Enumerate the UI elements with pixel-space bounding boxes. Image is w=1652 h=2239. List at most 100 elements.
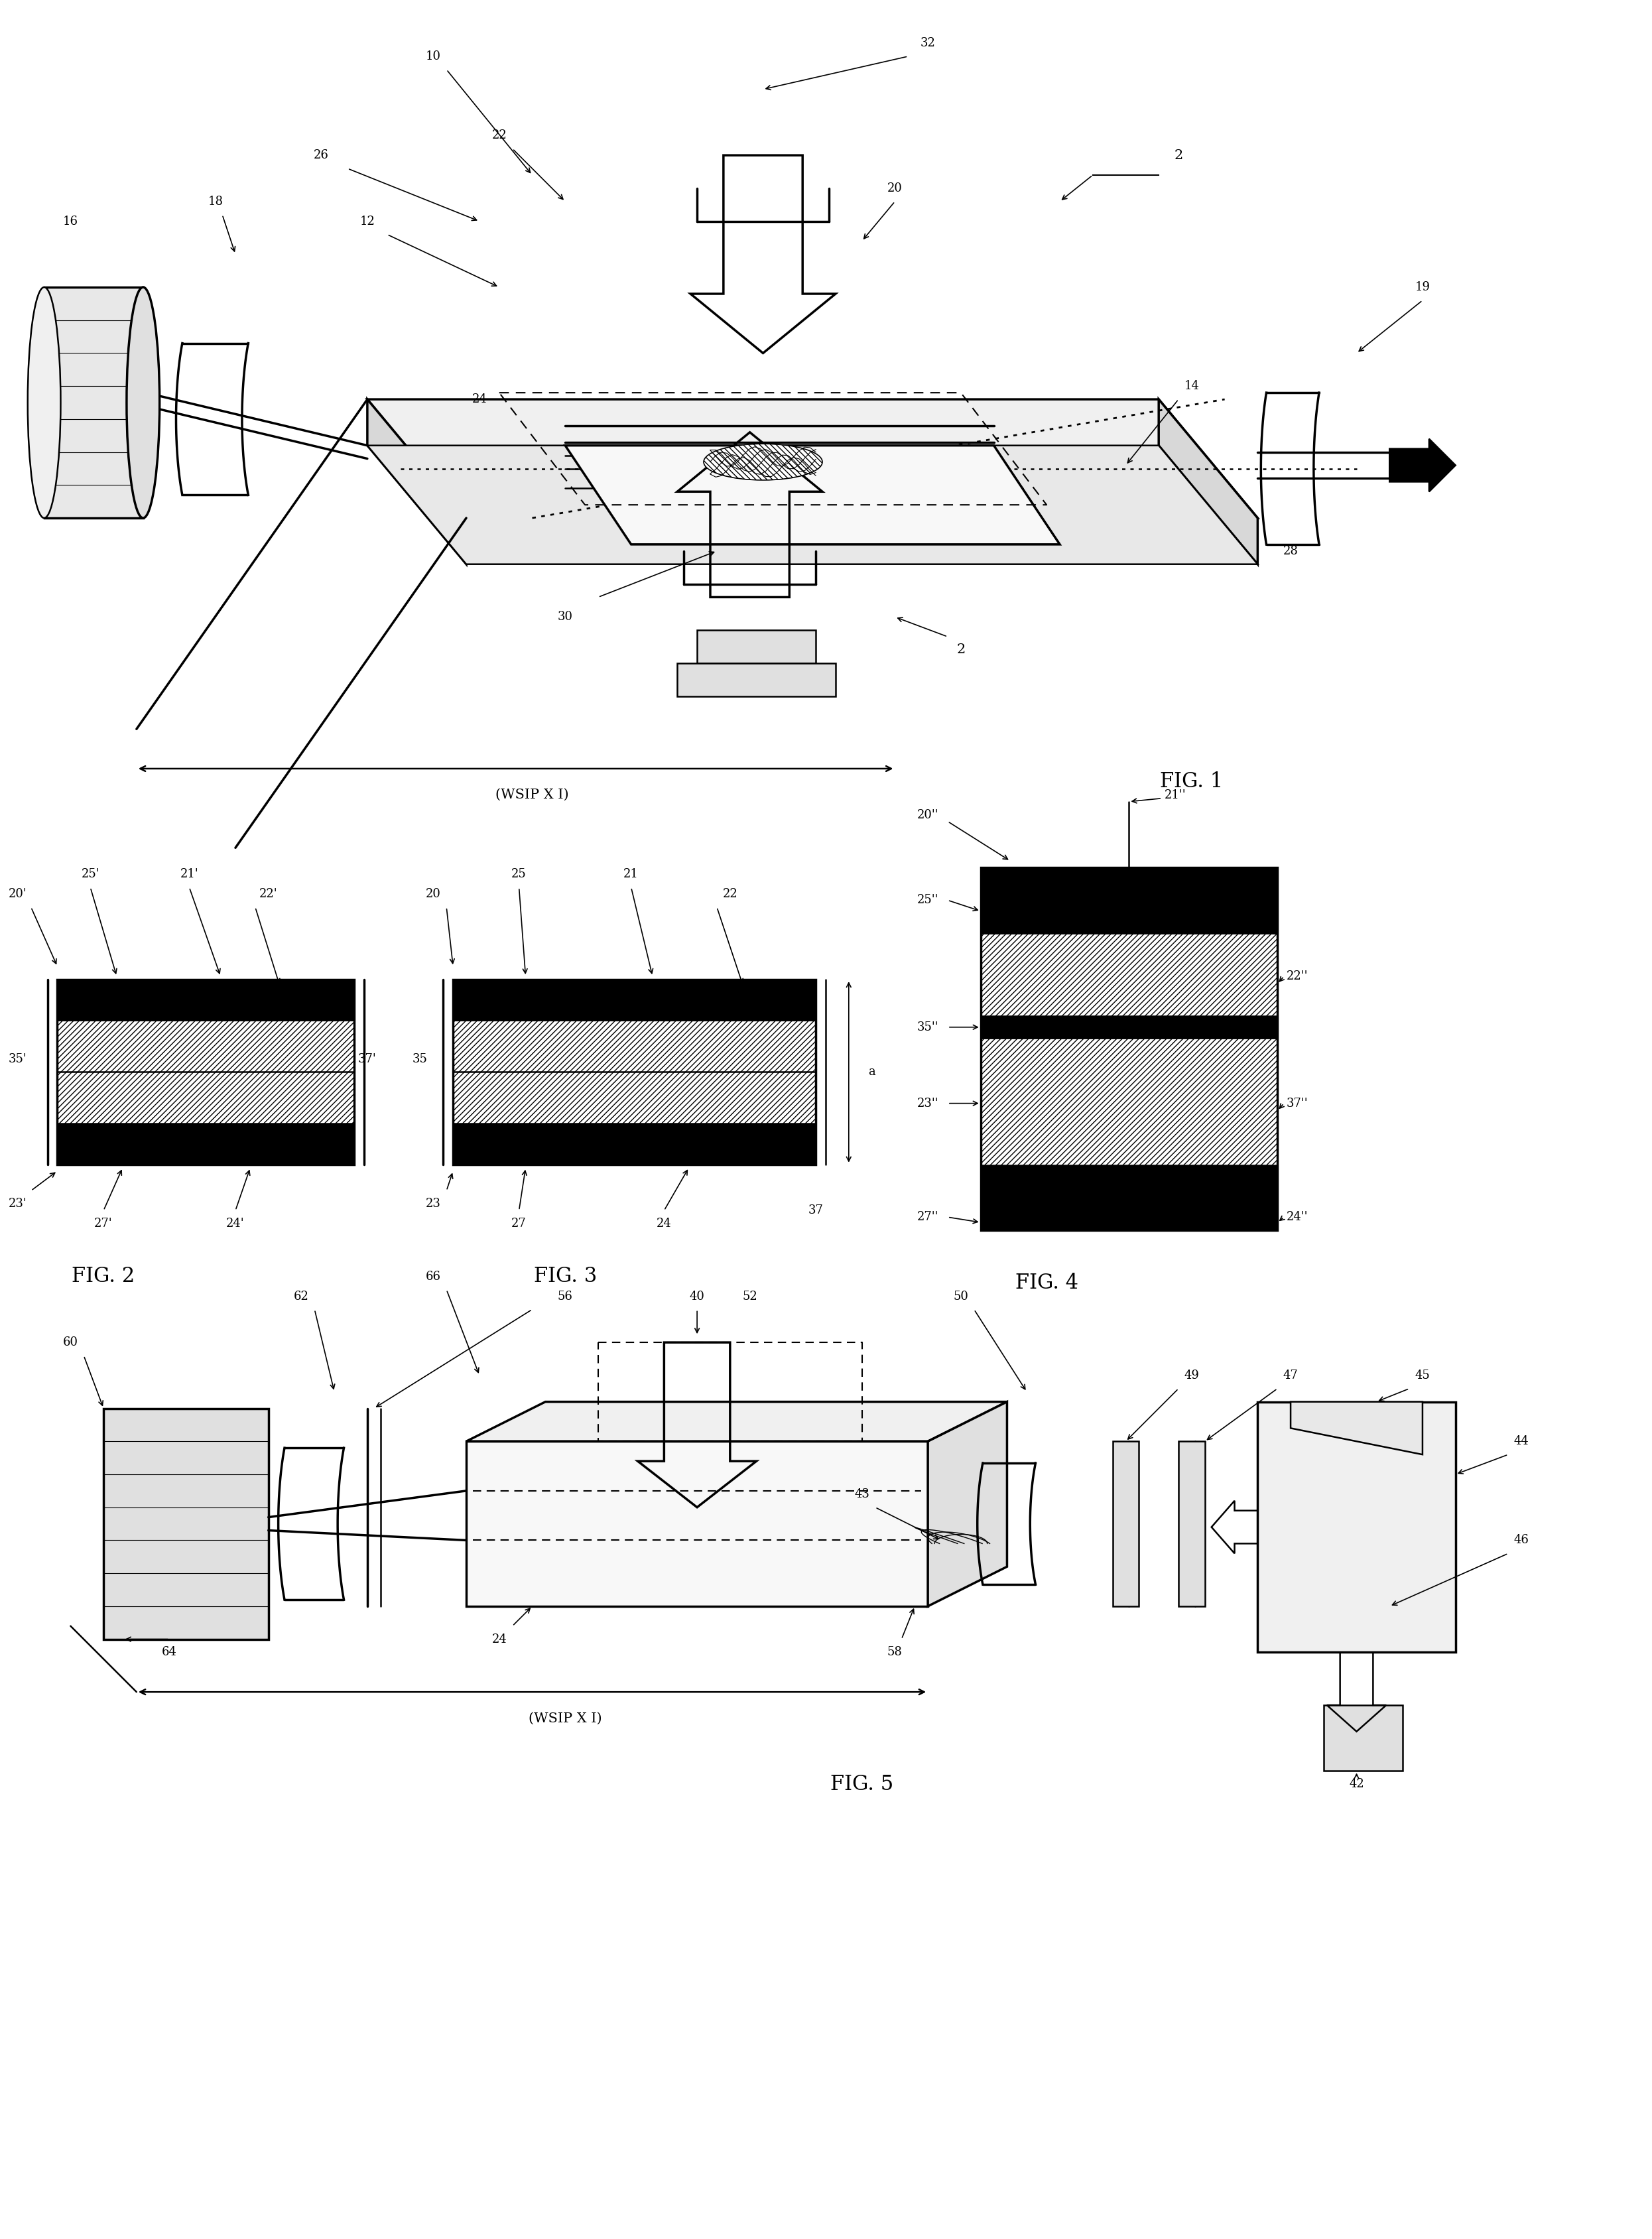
Text: 18: 18 <box>208 195 223 208</box>
Ellipse shape <box>28 287 61 517</box>
Text: 37'': 37'' <box>1287 1097 1308 1108</box>
Text: (WSIP X I): (WSIP X I) <box>529 1713 601 1724</box>
Bar <box>981 1017 1277 1039</box>
Polygon shape <box>367 446 1257 564</box>
Bar <box>1323 1706 1403 1771</box>
Bar <box>1178 1442 1204 1605</box>
Polygon shape <box>466 1402 1008 1442</box>
Text: 26: 26 <box>314 150 329 161</box>
Text: 24: 24 <box>472 394 487 405</box>
Bar <box>677 663 836 696</box>
Text: 35': 35' <box>8 1052 26 1066</box>
Text: 47: 47 <box>1284 1370 1298 1381</box>
Text: 2: 2 <box>1175 150 1183 161</box>
Text: 21: 21 <box>623 869 639 880</box>
Polygon shape <box>1158 399 1257 564</box>
Text: 23: 23 <box>426 1198 441 1209</box>
Bar <box>453 1124 816 1164</box>
Polygon shape <box>367 399 1257 517</box>
Text: 24': 24' <box>226 1218 244 1229</box>
Bar <box>981 934 1277 1017</box>
Ellipse shape <box>704 443 823 479</box>
Text: 49: 49 <box>1184 1370 1199 1381</box>
Text: 43: 43 <box>854 1489 869 1500</box>
Text: 25': 25' <box>81 869 99 880</box>
Polygon shape <box>1290 1402 1422 1455</box>
Text: 56: 56 <box>558 1290 573 1303</box>
Text: 23': 23' <box>8 1198 26 1209</box>
Text: 14: 14 <box>1184 381 1199 392</box>
Bar <box>981 866 1277 1229</box>
Text: 52: 52 <box>742 1290 757 1303</box>
Bar <box>466 1442 928 1605</box>
Text: 32: 32 <box>920 38 935 49</box>
Text: 20: 20 <box>887 181 902 195</box>
Text: 45: 45 <box>1416 1370 1431 1381</box>
Text: 62: 62 <box>294 1290 309 1303</box>
Bar <box>981 1039 1277 1164</box>
Bar <box>1257 1402 1455 1652</box>
Text: FIG. 4: FIG. 4 <box>1014 1272 1079 1294</box>
Bar <box>104 1408 268 1639</box>
Text: 35'': 35'' <box>917 1021 938 1032</box>
Text: 27: 27 <box>512 1218 527 1229</box>
Text: FIG. 5: FIG. 5 <box>831 1773 894 1796</box>
Text: 22': 22' <box>259 889 278 900</box>
Text: 27'': 27'' <box>917 1211 938 1222</box>
Text: 46: 46 <box>1513 1534 1530 1547</box>
Text: 10: 10 <box>426 51 441 63</box>
Bar <box>453 1021 816 1124</box>
Text: 20'': 20'' <box>917 808 938 822</box>
Text: 37': 37' <box>358 1052 377 1066</box>
Text: 40: 40 <box>689 1290 705 1303</box>
Text: 20': 20' <box>8 889 26 900</box>
Text: 22'': 22'' <box>1287 969 1308 983</box>
Text: 25'': 25'' <box>917 893 938 907</box>
Bar <box>58 1124 354 1164</box>
Text: 19: 19 <box>1414 282 1431 293</box>
Text: 42: 42 <box>1350 1778 1365 1791</box>
Bar <box>58 981 354 1164</box>
Text: 2: 2 <box>957 643 965 656</box>
Text: FIG. 1: FIG. 1 <box>1160 772 1222 793</box>
Text: 58: 58 <box>887 1646 902 1659</box>
Text: 37: 37 <box>808 1205 823 1216</box>
Ellipse shape <box>127 287 160 517</box>
Text: 23'': 23'' <box>917 1097 938 1108</box>
Bar <box>58 1021 354 1124</box>
Bar <box>453 981 816 1164</box>
Text: (WSIP X I): (WSIP X I) <box>496 788 568 802</box>
Polygon shape <box>928 1402 1008 1605</box>
Text: 64: 64 <box>162 1646 177 1659</box>
Text: 21': 21' <box>180 869 198 880</box>
Polygon shape <box>367 399 466 564</box>
Text: 30: 30 <box>557 611 573 622</box>
Bar <box>697 629 816 663</box>
Text: 50: 50 <box>953 1290 968 1303</box>
Text: 20: 20 <box>426 889 441 900</box>
Text: 25: 25 <box>512 869 527 880</box>
Text: 60: 60 <box>63 1337 78 1348</box>
Bar <box>45 287 144 517</box>
Bar <box>453 981 816 1021</box>
Bar <box>981 1164 1277 1229</box>
Text: 66: 66 <box>426 1270 441 1283</box>
Text: 35: 35 <box>413 1052 428 1066</box>
Text: 24: 24 <box>492 1632 507 1646</box>
Bar <box>981 866 1277 934</box>
Bar <box>1112 1442 1138 1605</box>
Text: 16: 16 <box>63 215 78 226</box>
Text: 27': 27' <box>94 1218 112 1229</box>
Bar <box>58 981 354 1021</box>
Text: 21'': 21'' <box>1165 788 1186 802</box>
Text: 22: 22 <box>722 889 737 900</box>
FancyArrow shape <box>1389 439 1455 493</box>
Text: a: a <box>869 1066 876 1077</box>
Text: 24'': 24'' <box>1287 1211 1308 1222</box>
Text: FIG. 2: FIG. 2 <box>73 1267 135 1287</box>
Text: 44: 44 <box>1513 1435 1530 1446</box>
Polygon shape <box>565 446 1061 544</box>
Text: 12: 12 <box>360 215 375 226</box>
Text: 22: 22 <box>492 130 507 141</box>
Text: FIG. 3: FIG. 3 <box>534 1267 596 1287</box>
